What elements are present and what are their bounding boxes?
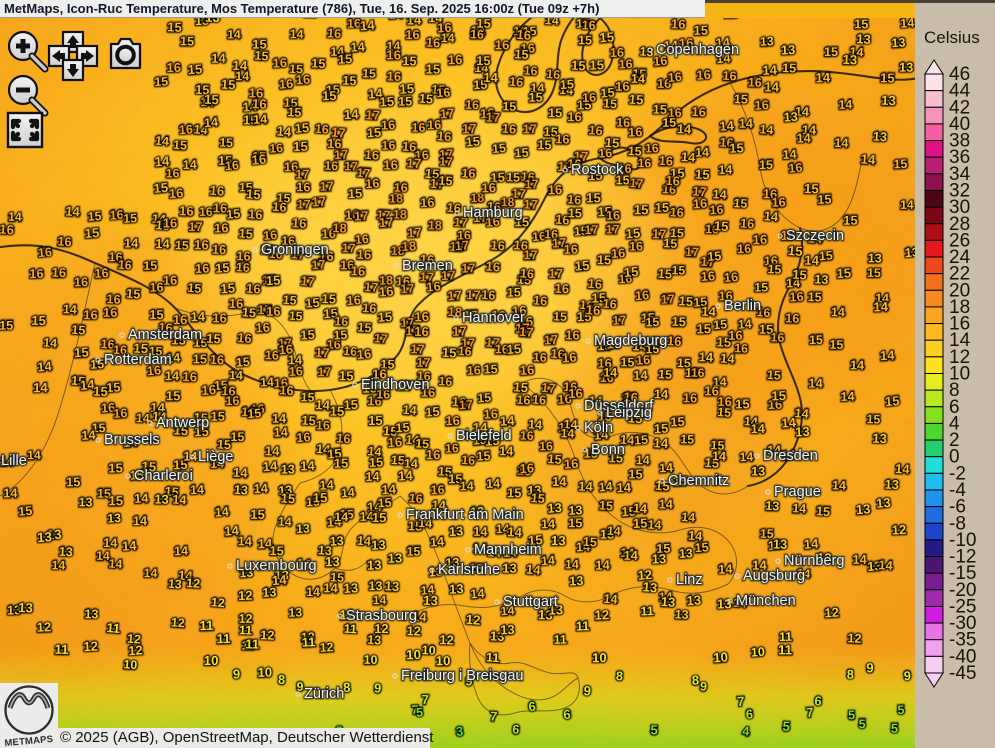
svg-text:Brussels: Brussels [104,432,160,448]
svg-text:Bonn: Bonn [591,442,625,458]
svg-text:Linz: Linz [676,572,703,588]
svg-text:Köln: Köln [584,420,613,436]
svg-text:-45: -45 [949,663,976,684]
svg-text:Stuttgart: Stuttgart [503,594,558,610]
svg-text:Dresden: Dresden [763,448,818,464]
svg-text:Lille: Lille [1,453,27,469]
svg-text:Liège: Liège [198,449,233,465]
svg-text:Hannover: Hannover [462,310,525,326]
svg-text:Rostock: Rostock [571,162,624,178]
svg-text:Groningen: Groningen [261,242,329,258]
svg-text:Charleroi: Charleroi [134,468,193,484]
svg-text:Chemnitz: Chemnitz [668,473,729,489]
svg-text:Frankfurt am Main: Frankfurt am Main [406,507,524,523]
svg-text:Antwerp: Antwerp [156,415,209,431]
svg-text:Berlin: Berlin [724,298,761,314]
svg-text:Copenhagen: Copenhagen [656,42,739,58]
svg-text:Mannheim: Mannheim [474,542,542,558]
svg-text:Rotterdam: Rotterdam [104,352,172,368]
svg-text:Strasbourg: Strasbourg [346,608,417,624]
svg-text:München: München [736,593,796,609]
svg-text:Nürnberg: Nürnberg [784,553,844,569]
svg-text:Magdeburg: Magdeburg [594,333,667,349]
svg-text:Leipzig: Leipzig [606,405,652,421]
svg-text:Luxembourg: Luxembourg [236,558,317,574]
svg-text:Prague: Prague [774,484,821,500]
svg-text:Freiburg i Breisgau: Freiburg i Breisgau [401,668,524,684]
svg-text:Eindhoven: Eindhoven [361,377,430,393]
svg-text:Karlsruhe: Karlsruhe [438,562,500,578]
svg-text:Augsburg: Augsburg [743,568,805,584]
svg-text:Bielefeld: Bielefeld [456,428,512,444]
svg-text:Zürich: Zürich [304,686,344,702]
svg-text:Hamburg: Hamburg [463,205,523,221]
svg-text:Bremen: Bremen [402,258,453,274]
svg-text:Amsterdam: Amsterdam [128,327,202,343]
svg-text:Szczecin: Szczecin [786,228,844,244]
